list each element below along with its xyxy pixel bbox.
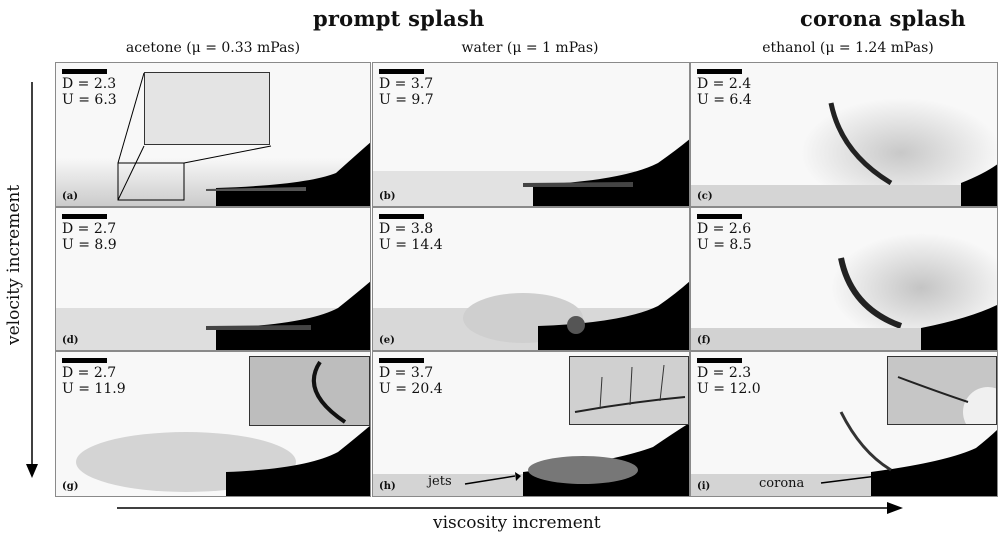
diameter-value: D = 2.3 (62, 76, 117, 92)
scale-bar (697, 214, 742, 219)
scale-bar (379, 358, 424, 363)
prompt-splash-heading: prompt splash (313, 6, 485, 31)
diameter-value: D = 2.3 (697, 365, 752, 381)
panel-f: D = 2.6 U = 8.5 (f) (690, 207, 998, 351)
velocity-axis-arrow (26, 82, 38, 478)
panel-i: D = 2.3 U = 12.0 (i) corona (690, 351, 998, 497)
parameters-g: D = 2.7 U = 11.9 (62, 365, 126, 397)
parameters-i: D = 2.3 U = 12.0 (697, 365, 761, 397)
diameter-value: D = 2.7 (62, 365, 117, 381)
velocity-value: U = 8.9 (62, 237, 117, 253)
panel-b: D = 3.7 U = 9.7 (b) (372, 62, 690, 207)
scale-bar (62, 214, 107, 219)
velocity-value: U = 14.4 (379, 237, 443, 253)
diameter-value: D = 3.7 (379, 365, 434, 381)
velocity-value: U = 6.4 (697, 92, 752, 108)
scale-bar (379, 69, 424, 74)
jets-arrow (464, 472, 521, 485)
scale-bar (62, 69, 107, 74)
viscosity-axis-label: viscosity increment (433, 513, 601, 533)
parameters-f: D = 2.6 U = 8.5 (697, 221, 752, 253)
panel-b-image (373, 139, 689, 206)
panel-c-image (691, 98, 997, 206)
inset-i-image (897, 376, 996, 424)
panel-label: (d) (62, 335, 79, 346)
diameter-value: D = 3.7 (379, 76, 434, 92)
viscosity-axis-arrow (117, 502, 903, 514)
panel-g: D = 2.7 U = 11.9 (g) (55, 351, 371, 497)
panel-label: (c) (697, 191, 713, 202)
velocity-value: U = 9.7 (379, 92, 434, 108)
panel-label: (f) (697, 335, 711, 346)
corona-arrow (820, 469, 907, 484)
inset-h-image (574, 364, 686, 413)
scale-bar (697, 358, 742, 363)
velocity-value: U = 11.9 (62, 381, 126, 397)
panel-a: D = 2.3 U = 6.3 (a) (55, 62, 371, 207)
zoom-inset-g (249, 356, 370, 426)
parameters-e: D = 3.8 U = 14.4 (379, 221, 443, 253)
panel-d: D = 2.7 U = 8.9 (d) (55, 207, 371, 351)
zoom-inset-h (569, 356, 689, 425)
velocity-value: U = 12.0 (697, 381, 761, 397)
panel-label: (e) (379, 335, 395, 346)
velocity-axis-label: velocity increment (4, 184, 24, 345)
parameters-h: D = 3.7 U = 20.4 (379, 365, 443, 397)
panel-label: (a) (62, 191, 78, 202)
scale-bar (379, 214, 424, 219)
velocity-value: U = 6.3 (62, 92, 117, 108)
diameter-value: D = 2.7 (62, 221, 117, 237)
panel-label: (i) (697, 481, 711, 492)
parameters-b: D = 3.7 U = 9.7 (379, 76, 434, 108)
panel-g-image (76, 425, 370, 496)
panel-f-image (691, 233, 997, 350)
parameters-d: D = 2.7 U = 8.9 (62, 221, 117, 253)
column-label-acetone: acetone (μ = 0.33 mPas) (125, 40, 301, 56)
zoom-inset-i (887, 356, 997, 425)
scale-bar (697, 69, 742, 74)
inset-g-image (311, 360, 347, 424)
scale-bar (62, 358, 107, 363)
diameter-value: D = 2.6 (697, 221, 752, 237)
panel-i-image (691, 411, 997, 496)
panel-h-image (373, 423, 689, 496)
panel-e: D = 3.8 U = 14.4 (e) (372, 207, 690, 351)
panel-label: (h) (379, 481, 396, 492)
diameter-value: D = 2.4 (697, 76, 752, 92)
panel-a-image (56, 142, 370, 206)
column-label-ethanol: ethanol (μ = 1.24 mPas) (762, 40, 934, 56)
panel-e-image (373, 281, 689, 350)
panel-label: (b) (379, 191, 396, 202)
zoom-inset-a (144, 72, 270, 145)
panel-d-image (56, 281, 370, 350)
column-label-water: water (μ = 1 mPas) (461, 40, 599, 56)
jets-annotation: jets (428, 474, 452, 489)
velocity-value: U = 20.4 (379, 381, 443, 397)
parameters-a: D = 2.3 U = 6.3 (62, 76, 117, 108)
corona-splash-heading: corona splash (800, 6, 966, 31)
panel-label: (g) (62, 481, 79, 492)
panel-h: D = 3.7 U = 20.4 (h) jets (372, 351, 690, 497)
velocity-value: U = 8.5 (697, 237, 752, 253)
diameter-value: D = 3.8 (379, 221, 434, 237)
zoom-projection-lines (117, 72, 272, 201)
parameters-c: D = 2.4 U = 6.4 (697, 76, 752, 108)
corona-annotation: corona (759, 476, 805, 491)
panel-c: D = 2.4 U = 6.4 (c) (690, 62, 998, 207)
